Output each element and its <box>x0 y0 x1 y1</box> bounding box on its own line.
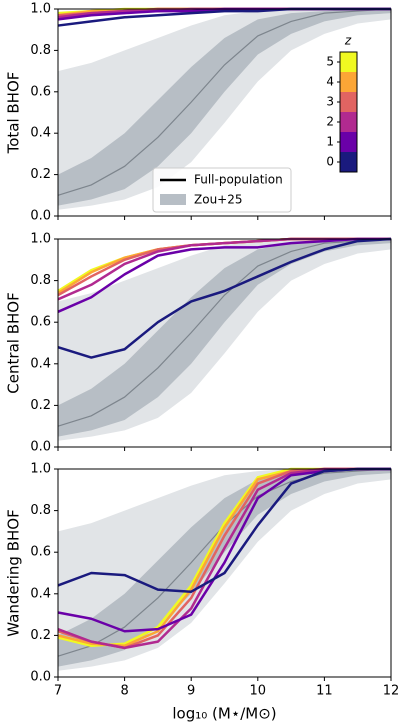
series-line <box>57 237 392 359</box>
colorbar-label: z <box>344 34 352 48</box>
y-tick-label: 0.6 <box>30 84 51 99</box>
colorbar-cell <box>340 152 357 172</box>
legend-label: Zou+25 <box>194 193 243 207</box>
y-tick-label: 0.4 <box>30 586 51 601</box>
inner-band <box>58 9 391 206</box>
colorbar-tick-label: 2 <box>326 115 334 129</box>
series-line <box>57 237 391 313</box>
inner-band <box>58 239 391 437</box>
colorbar-frame <box>339 51 358 173</box>
colorbar-tick-label: 4 <box>326 75 334 89</box>
y-tick-label: 0.4 <box>30 126 51 141</box>
y-tick-label: 1.0 <box>30 462 51 477</box>
series-line <box>57 467 391 593</box>
y-tick-label: 0.8 <box>30 273 51 288</box>
x-tick-label: 8 <box>120 684 128 699</box>
panel: 0.0 0.2 0.4 0.6 0.8 1.0 7 8 9 10 11 12 Wandering BHO… <box>5 462 400 723</box>
x-tick-label: 10 <box>250 684 267 699</box>
colorbar-cell <box>340 72 357 92</box>
colorbar-cell <box>340 92 357 112</box>
x-axis-label: log₁₀ (M⋆/M⊙) <box>172 705 276 723</box>
panel: 0.0 0.2 0.4 0.6 0.8 1.0 Central BHOF <box>5 232 392 455</box>
inner-band <box>58 469 391 667</box>
colorbar-cell <box>340 112 357 132</box>
y-tick-label: 0.0 <box>30 440 51 455</box>
legend-patch <box>160 194 186 205</box>
colorbar-tick-label: 5 <box>326 55 334 69</box>
colorbar-cell <box>340 52 357 72</box>
y-tick-label: 0.4 <box>30 356 51 371</box>
axes-frame <box>57 468 392 678</box>
y-tick-label: 0.0 <box>30 209 51 224</box>
axes-frame <box>57 8 392 217</box>
y-tick-label: 0.8 <box>30 503 51 518</box>
y-axis-label: Total BHOF <box>5 72 23 155</box>
legend-label: Full-population <box>194 173 283 187</box>
x-tick-label: 7 <box>54 684 62 699</box>
y-axis-label: Wandering BHOF <box>5 509 23 636</box>
y-tick-label: 1.0 <box>30 232 51 247</box>
y-tick-label: 1.0 <box>30 2 51 17</box>
y-tick-label: 0.8 <box>30 43 51 58</box>
x-tick-label: 11 <box>316 684 333 699</box>
y-tick-label: 0.2 <box>30 167 51 182</box>
colorbar-tick-label: 3 <box>326 95 334 109</box>
legend-box <box>152 167 292 213</box>
y-tick-label: 0.6 <box>30 545 51 560</box>
colorbar-tick-label: 1 <box>326 135 334 149</box>
y-axis-label: Central BHOF <box>5 292 23 393</box>
y-tick-label: 0.2 <box>30 398 51 413</box>
x-tick-label: 12 <box>383 684 400 699</box>
x-tick-label: 9 <box>187 684 195 699</box>
median-line <box>57 238 392 427</box>
colorbar-cell <box>340 132 357 152</box>
y-tick-label: 0.6 <box>30 315 51 330</box>
panel: 0.0 0.2 0.4 0.6 0.8 1.0 Total BHOF Full-populat… <box>5 2 392 224</box>
axes-frame <box>57 238 392 448</box>
median-line <box>57 8 392 196</box>
colorbar-tick-label: 0 <box>326 155 334 169</box>
y-tick-label: 0.0 <box>30 670 51 685</box>
y-tick-label: 0.2 <box>30 628 51 643</box>
